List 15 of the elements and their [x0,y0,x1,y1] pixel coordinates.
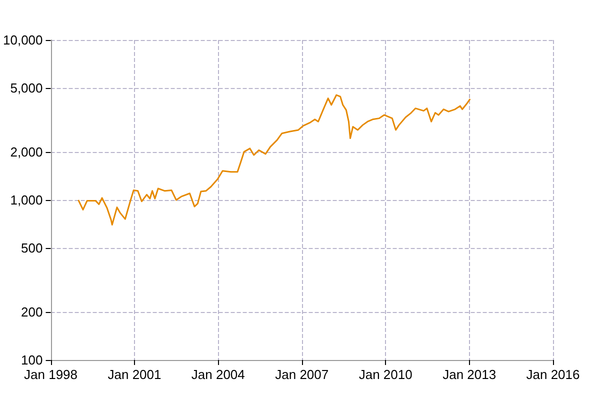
y-tick-label: 5,000 [10,80,43,96]
x-tick-label: Jan 2013 [442,367,496,382]
line-series [78,94,471,226]
x-tick-label: Jan 2010 [358,367,412,382]
y-tick-label: 1,000 [10,192,43,208]
y-tick-label: 500 [21,240,43,256]
y-tick-label: 200 [21,304,43,320]
y-tick-label: 2,000 [10,144,43,160]
x-tick-label: Jan 2007 [275,367,329,382]
x-tick-label: Jan 2016 [526,367,580,382]
x-tick-label: Jan 1998 [24,367,78,382]
y-tick-label: 100 [21,352,43,368]
x-tick-label: Jan 2001 [108,367,162,382]
x-tick-label: Jan 2004 [191,367,245,382]
y-tick-label: 10,000 [2,32,43,48]
